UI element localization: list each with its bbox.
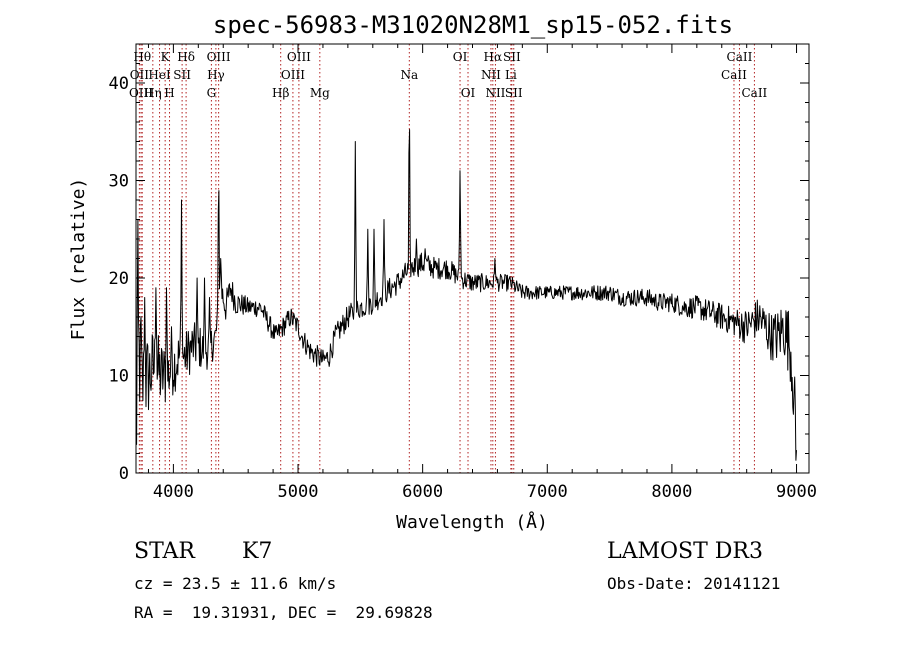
line-label: OIII xyxy=(207,50,231,64)
line-label: OI xyxy=(461,86,476,100)
line-label: G xyxy=(207,86,217,100)
y-axis-ticks: 0 10 20 30 40 xyxy=(109,43,809,484)
y-tick-label: 30 xyxy=(109,172,129,192)
spectrum-line xyxy=(135,129,797,461)
y-tick-label: 20 xyxy=(109,269,129,289)
line-label: CaII xyxy=(741,86,767,100)
line-label: OIII xyxy=(281,68,305,82)
x-tick-label: 7000 xyxy=(527,482,568,502)
line-label: Mg xyxy=(310,86,330,100)
line-label: Hδ xyxy=(177,50,195,64)
line-label: OI xyxy=(453,50,468,64)
line-label: K xyxy=(161,50,171,64)
line-label: Hα xyxy=(484,50,503,64)
line-label: Hγ xyxy=(207,68,225,82)
line-label: NII xyxy=(485,86,505,100)
x-tick-label: 9000 xyxy=(776,482,817,502)
plot-frame xyxy=(135,43,810,474)
line-label: OII xyxy=(130,68,150,82)
y-tick-label: 40 xyxy=(109,74,129,94)
ra-dec: RA = 19.31931, DEC = 29.69828 xyxy=(134,603,433,622)
obs-date: Obs-Date: 20141121 xyxy=(607,574,781,593)
line-label: Hθ xyxy=(133,50,151,64)
object-class: STAR xyxy=(134,539,195,564)
y-tick-label: 10 xyxy=(109,367,129,387)
x-axis-label: Wavelength (Å) xyxy=(396,511,548,533)
redshift-cz: cz = 23.5 ± 11.6 km/s xyxy=(134,574,337,593)
line-label: SII xyxy=(173,68,191,82)
line-label: Hη xyxy=(144,86,162,100)
line-label: NII xyxy=(481,68,501,82)
x-tick-label: 4000 xyxy=(153,482,194,502)
object-subclass: K7 xyxy=(242,539,273,564)
line-label: HeI xyxy=(148,68,171,82)
line-label: Hβ xyxy=(272,86,289,100)
spectral-line-markers xyxy=(138,44,755,473)
survey-name: LAMOST DR3 xyxy=(607,539,763,564)
line-label: OIII xyxy=(129,86,153,100)
x-tick-label: 5000 xyxy=(278,482,319,502)
line-label: Na xyxy=(400,68,418,82)
y-tick-label: 0 xyxy=(119,464,129,484)
x-tick-label: 6000 xyxy=(402,482,443,502)
line-label: SII xyxy=(505,86,523,100)
x-axis-ticks: 4000 5000 6000 7000 8000 9000 xyxy=(147,44,817,502)
chart-title: spec-56983-M31020N28M1_sp15-052.fits xyxy=(213,11,733,39)
y-axis-label: Flux (relative) xyxy=(68,178,89,341)
line-label: H xyxy=(164,86,174,100)
line-label: SII xyxy=(503,50,521,64)
line-label: CaII xyxy=(721,68,747,82)
x-tick-label: 8000 xyxy=(651,482,692,502)
line-label: CaII xyxy=(727,50,753,64)
line-label: Li xyxy=(505,68,517,82)
spectral-line-labels: Hθ OII OIII K HeI Hη SII H Hδ OIII Hγ G OIII OIII Hβ Mg… xyxy=(129,50,768,100)
line-label: OIII xyxy=(287,50,311,64)
